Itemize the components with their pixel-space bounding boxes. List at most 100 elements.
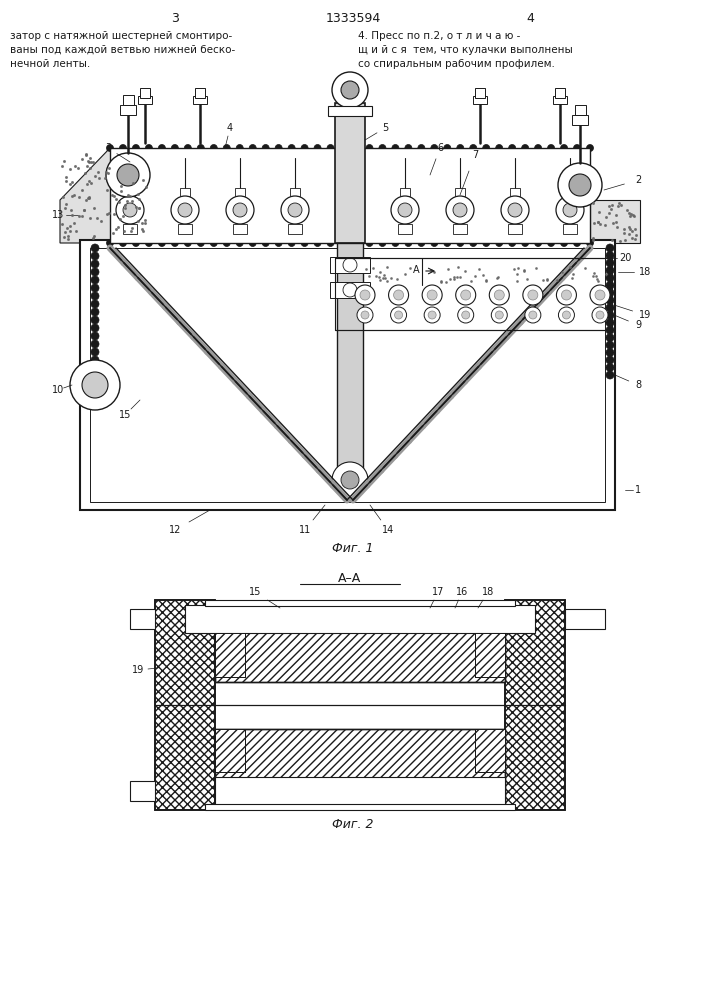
- Circle shape: [525, 307, 541, 323]
- Circle shape: [107, 239, 114, 246]
- Bar: [475, 728, 505, 772]
- Circle shape: [366, 239, 373, 246]
- Circle shape: [91, 268, 99, 276]
- Circle shape: [366, 144, 373, 151]
- Circle shape: [606, 349, 614, 357]
- Circle shape: [606, 281, 614, 289]
- Bar: [565, 188, 575, 196]
- Circle shape: [606, 304, 614, 312]
- Bar: [455, 188, 465, 196]
- Circle shape: [606, 259, 614, 267]
- Circle shape: [343, 283, 357, 297]
- Text: 5: 5: [382, 123, 388, 133]
- Circle shape: [592, 307, 608, 323]
- Bar: [178, 224, 192, 234]
- Text: 4: 4: [227, 123, 233, 133]
- Text: 12: 12: [169, 525, 181, 535]
- Circle shape: [431, 239, 438, 246]
- Text: 1: 1: [635, 485, 641, 495]
- Circle shape: [355, 285, 375, 305]
- Text: со спиральным рабочим профилем.: со спиральным рабочим профилем.: [358, 59, 555, 69]
- Bar: [130, 609, 155, 629]
- Bar: [290, 188, 300, 196]
- Circle shape: [569, 174, 591, 196]
- Circle shape: [606, 274, 614, 282]
- Bar: [215, 633, 245, 676]
- Circle shape: [529, 311, 537, 319]
- Text: 3: 3: [105, 143, 111, 153]
- Text: A–A: A–A: [339, 572, 361, 584]
- Circle shape: [453, 203, 467, 217]
- Circle shape: [343, 203, 357, 217]
- Circle shape: [116, 196, 144, 224]
- Circle shape: [587, 239, 593, 246]
- Circle shape: [457, 239, 464, 246]
- Bar: [475, 728, 505, 772]
- Circle shape: [353, 144, 360, 151]
- Circle shape: [606, 266, 614, 274]
- Circle shape: [606, 289, 614, 297]
- Bar: [505, 600, 565, 810]
- Text: 1333594: 1333594: [325, 11, 380, 24]
- Circle shape: [314, 239, 321, 246]
- Bar: [473, 96, 487, 104]
- Bar: [475, 633, 505, 676]
- Circle shape: [249, 239, 256, 246]
- Circle shape: [563, 203, 577, 217]
- Bar: [120, 105, 136, 115]
- Circle shape: [390, 307, 407, 323]
- Bar: [233, 224, 247, 234]
- Circle shape: [91, 380, 99, 388]
- Circle shape: [556, 196, 584, 224]
- Text: 17: 17: [432, 587, 444, 597]
- Circle shape: [508, 239, 515, 246]
- Circle shape: [91, 324, 99, 332]
- Circle shape: [395, 311, 402, 319]
- Circle shape: [341, 81, 359, 99]
- Bar: [123, 224, 137, 234]
- Bar: [215, 605, 505, 682]
- Circle shape: [606, 364, 614, 372]
- Bar: [510, 188, 520, 196]
- Circle shape: [405, 144, 412, 151]
- Polygon shape: [360, 265, 610, 285]
- Bar: [553, 96, 567, 104]
- Circle shape: [223, 239, 230, 246]
- Circle shape: [457, 307, 474, 323]
- Circle shape: [185, 144, 192, 151]
- Circle shape: [431, 144, 438, 151]
- Bar: [400, 188, 410, 196]
- Circle shape: [606, 251, 614, 259]
- Text: 19: 19: [132, 665, 144, 675]
- Circle shape: [340, 144, 347, 151]
- Text: ваны под каждой ветвью нижней беско-: ваны под каждой ветвью нижней беско-: [10, 45, 235, 55]
- Circle shape: [392, 144, 399, 151]
- Circle shape: [91, 364, 99, 372]
- Circle shape: [461, 290, 471, 300]
- Circle shape: [561, 290, 571, 300]
- Circle shape: [456, 285, 476, 305]
- Polygon shape: [60, 148, 150, 243]
- Circle shape: [392, 239, 399, 246]
- Circle shape: [379, 144, 386, 151]
- Circle shape: [123, 203, 137, 217]
- Bar: [565, 609, 605, 629]
- Circle shape: [226, 196, 254, 224]
- Circle shape: [106, 153, 150, 197]
- Bar: [508, 224, 522, 234]
- Circle shape: [249, 144, 256, 151]
- Circle shape: [379, 239, 386, 246]
- Circle shape: [606, 341, 614, 349]
- Circle shape: [389, 285, 409, 305]
- Circle shape: [353, 239, 360, 246]
- Bar: [185, 605, 535, 633]
- Circle shape: [91, 388, 99, 396]
- Bar: [475, 88, 485, 98]
- Text: нечной ленты.: нечной ленты.: [10, 59, 90, 69]
- Circle shape: [281, 196, 309, 224]
- Bar: [138, 96, 152, 104]
- Bar: [140, 88, 150, 98]
- Circle shape: [158, 144, 165, 151]
- Circle shape: [573, 144, 580, 151]
- Circle shape: [91, 252, 99, 260]
